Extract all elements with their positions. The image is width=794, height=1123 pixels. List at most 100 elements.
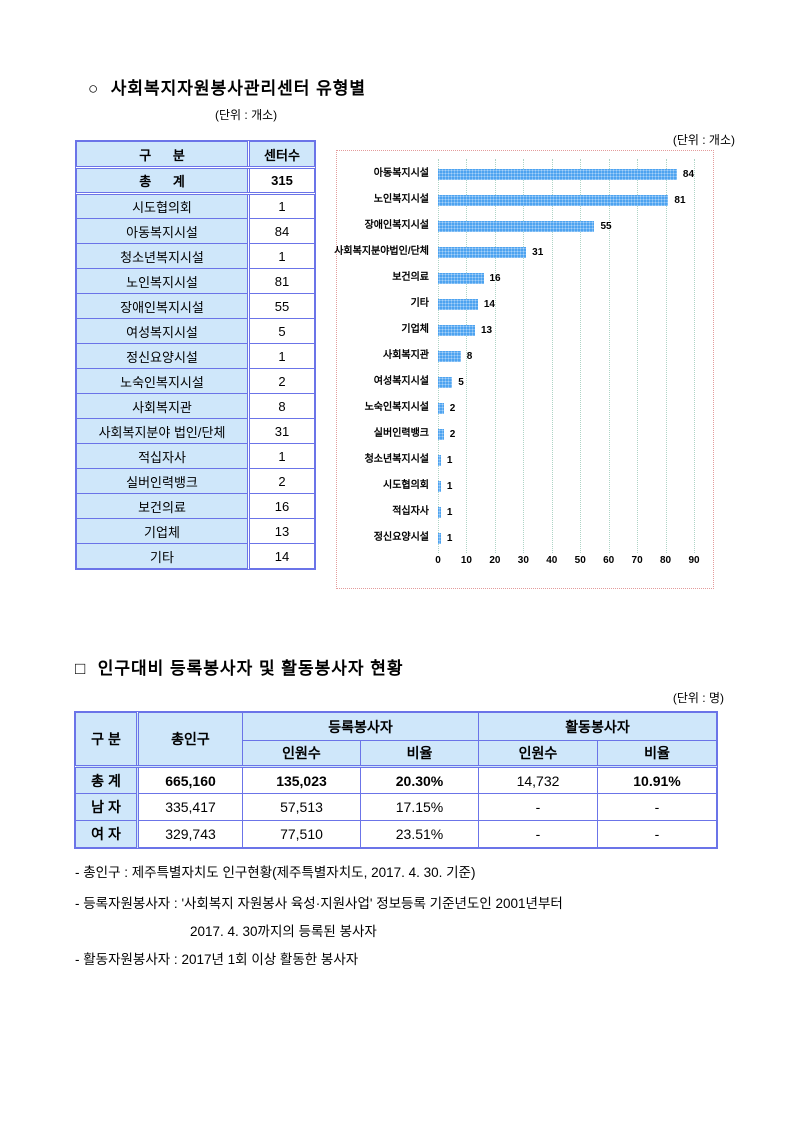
bar <box>438 533 441 544</box>
footnote-line: 2017. 4. 30까지의 등록된 봉사자 <box>190 924 377 939</box>
chart-bar-row: 기업체 13 <box>337 317 713 343</box>
col-header-category: 구 분 <box>76 141 249 169</box>
table-row: 남 자 335,417 57,513 17.15% - - <box>75 793 717 821</box>
chart-bar-row: 실버인력뱅크 2 <box>337 421 713 447</box>
bar-value-label: 81 <box>674 195 686 206</box>
bar <box>438 429 444 440</box>
x-axis-tick-label: 30 <box>517 555 529 566</box>
bar-value-label: 84 <box>682 169 695 180</box>
footnote-line: - 등록자원봉사자 : '사회복지 자원봉사 육성·지원사업' 정보등록 기준년… <box>75 896 563 911</box>
chart-category-label: 노숙인복지시설 <box>364 402 429 413</box>
count-cell: 2 <box>247 468 315 494</box>
value-cell: - <box>597 793 717 821</box>
chart-bar-row: 기타 14 <box>337 291 713 317</box>
table-header-row-2: 인원수 비율 인원수 비율 <box>76 740 717 768</box>
chart-gridline <box>694 159 695 553</box>
category-cell: 보건의료 <box>76 493 249 519</box>
chart-bar-row: 사회복지관 8 <box>337 343 713 369</box>
count-cell: 1 <box>247 443 315 469</box>
value-cell: 20.30% <box>360 766 479 794</box>
category-cell: 장애인복지시설 <box>76 293 249 319</box>
bar-value-label: 1 <box>446 481 453 492</box>
chart-gridline <box>580 159 582 553</box>
section1-title: ○ 사회복지자원봉사관리센터 유형별 <box>88 74 366 99</box>
table-row: 청소년복지시설 1 <box>76 243 315 269</box>
category-cell: 아동복지시설 <box>76 218 249 244</box>
chart-category-label: 사회복지관 <box>383 350 429 361</box>
chart-category-label: 실버인력뱅크 <box>373 428 429 439</box>
chart-gridline <box>665 159 667 553</box>
table-row: 아동복지시설 84 <box>76 218 315 244</box>
category-cell: 적십자사 <box>76 443 249 469</box>
chart-category-label: 기업체 <box>401 324 429 335</box>
table-row: 사회복지분야 법인/단체 31 <box>76 418 315 444</box>
col-header-center-count: 센터수 <box>247 141 315 169</box>
table-row: 적십자사 1 <box>76 443 315 469</box>
chart-category-label: 장애인복지시설 <box>364 220 429 231</box>
bar-value-label: 8 <box>466 351 473 362</box>
value-cell: 57,513 <box>242 793 361 821</box>
bar <box>438 403 444 414</box>
count-cell: 55 <box>247 293 315 319</box>
x-axis-tick-label: 40 <box>546 555 558 566</box>
col-header-registered: 등록봉사자 <box>242 712 479 741</box>
x-axis-tick-label: 10 <box>460 555 472 566</box>
section2-title: □ 인구대비 등록봉사자 및 활동봉사자 현황 <box>75 654 404 679</box>
count-cell: 84 <box>247 218 315 244</box>
table-row: 노인복지시설 81 <box>76 268 315 294</box>
chart-bar-row: 장애인복지시설 55 <box>337 213 713 239</box>
table-row: 기업체 13 <box>76 518 315 544</box>
chart-bar-row: 노숙인복지시설 2 <box>337 395 713 421</box>
chart-gridline <box>608 159 610 553</box>
value-cell: 665,160 <box>136 766 243 794</box>
table-row: 사회복지관 8 <box>76 393 315 419</box>
x-axis-tick-label: 60 <box>603 555 615 566</box>
count-cell: 13 <box>247 518 315 544</box>
category-cell: 사회복지관 <box>76 393 249 419</box>
bar-value-label: 5 <box>458 377 464 388</box>
value-cell: 17.15% <box>360 793 479 821</box>
bar-value-label: 1 <box>446 533 453 544</box>
value-cell: 77,510 <box>242 820 361 848</box>
chart-category-label: 노인복지시설 <box>373 194 429 205</box>
col-header-active-ratio: 비율 <box>597 740 717 768</box>
x-axis-tick-label: 0 <box>435 555 441 566</box>
footnote-line: - 활동자원봉사자 : 2017년 1회 이상 활동한 봉사자 <box>75 952 359 967</box>
count-cell: 16 <box>247 493 315 519</box>
value-cell: 10.91% <box>597 766 717 794</box>
value-cell: - <box>478 793 598 821</box>
table-row: 기타 14 <box>76 543 315 569</box>
chart-bar-row: 사회복지분야법인/단체 31 <box>334 239 713 265</box>
count-cell: 2 <box>247 368 315 394</box>
chart-category-label: 정신요양시설 <box>373 532 429 543</box>
col-header-group: 구 분 <box>75 712 138 768</box>
chart-category-label: 시도협의회 <box>383 480 429 491</box>
x-axis-tick-label: 80 <box>659 555 672 566</box>
value-cell: 335,417 <box>136 793 243 821</box>
volunteer-stats-table: 구 분 총인구 등록봉사자 활동봉사자 인원수 비율 인원수 비율 총 계 665… <box>74 711 718 849</box>
bar-value-label: 2 <box>449 429 456 440</box>
table-header-row-1: 구 분 총인구 등록봉사자 활동봉사자 <box>75 712 717 768</box>
value-cell: - <box>478 820 598 848</box>
col-header-active: 활동봉사자 <box>478 712 717 741</box>
category-cell: 노인복지시설 <box>76 268 249 294</box>
bar <box>438 247 527 258</box>
value-cell: - <box>597 820 717 848</box>
chart-bar-row: 정신요양시설 1 <box>337 525 713 551</box>
bar <box>438 507 441 518</box>
table-row: 시도협의회 1 <box>76 193 315 219</box>
bar <box>438 455 441 466</box>
group-cell: 남 자 <box>75 793 138 821</box>
col-header-registered-count: 인원수 <box>242 740 361 768</box>
category-cell: 시도협의회 <box>76 193 249 219</box>
col-header-population: 총인구 <box>136 712 243 768</box>
category-cell: 총 계 <box>76 167 249 195</box>
count-cell: 1 <box>247 193 315 219</box>
bar <box>438 377 453 388</box>
chart-unit-label: (단위 : 개소) <box>672 133 735 147</box>
bar-value-label: 16 <box>489 273 501 284</box>
bar <box>438 221 595 232</box>
table-row: 장애인복지시설 55 <box>76 293 315 319</box>
bar <box>438 351 461 362</box>
